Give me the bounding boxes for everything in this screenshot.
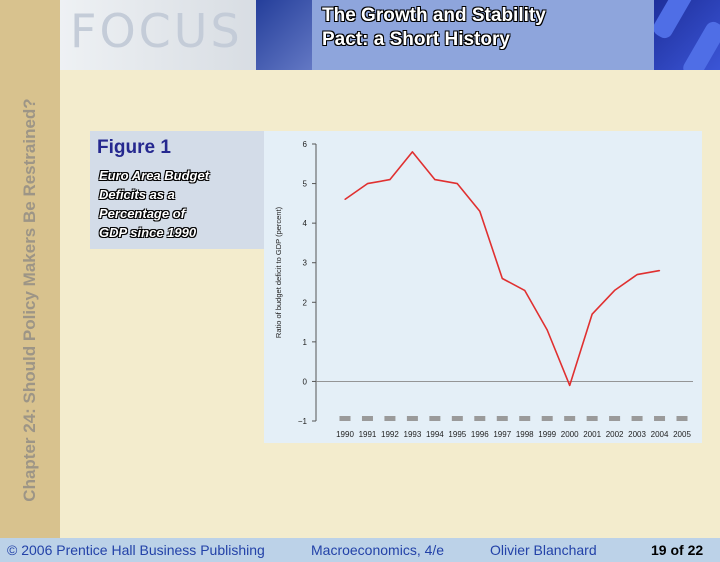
data-point (411, 151, 413, 153)
figure-caption-box (90, 131, 264, 249)
x-tick-label: 1994 (426, 430, 444, 439)
x-tick-label: 2000 (561, 430, 579, 439)
footer-copyright: © 2006 Prentice Hall Business Publishing (7, 542, 265, 558)
header-decoration-pattern (654, 0, 720, 70)
data-point (389, 179, 391, 181)
footer-bar: © 2006 Prentice Hall Business Publishing… (0, 538, 720, 562)
x-tick-marker (361, 416, 373, 421)
y-tick-label: 6 (303, 140, 308, 149)
decoration-shape (654, 0, 698, 41)
x-tick-marker (429, 416, 441, 421)
data-point (636, 273, 638, 276)
x-tick-label: 1999 (538, 430, 556, 439)
x-tick-label: 2003 (628, 430, 646, 439)
data-point (546, 329, 548, 331)
footer-book-title: Macroeconomics, 4/e (311, 542, 445, 558)
page-title-line-1: The Growth and Stability (322, 5, 546, 26)
deficit-series-line (344, 151, 660, 387)
focus-logo: FOCUS (70, 4, 243, 58)
x-tick-marker (541, 416, 553, 421)
caption-line: Deficits as a (99, 187, 175, 202)
chapter-sidebar: Chapter 24: Should Policy Makers Be Rest… (0, 0, 60, 540)
data-point (479, 210, 481, 212)
x-tick-label: 1991 (359, 430, 377, 439)
x-tick-marker (339, 416, 351, 421)
x-tick-marker (631, 416, 643, 421)
header-title-box (312, 0, 654, 70)
data-point (591, 313, 593, 315)
deficit-line-chart: 6 5 4 3 2 1 0 −1 Ratio of budget deficit to GDP … (274, 140, 693, 439)
data-point (658, 270, 661, 272)
y-tick-label: 4 (303, 219, 308, 228)
data-point (614, 289, 616, 292)
caption-line: Percentage of (99, 206, 185, 221)
data-point (501, 277, 503, 280)
figure-label: Figure 1 (97, 137, 171, 158)
figure-caption: Euro Area Budget Deficits as a Percentag… (99, 166, 264, 242)
chart-background (264, 131, 702, 443)
x-tick-label: 2005 (673, 430, 691, 439)
data-point (366, 182, 369, 185)
x-tick-label: 2004 (651, 430, 669, 439)
x-tick-label: 1990 (336, 430, 354, 439)
x-tick-label: 2002 (606, 430, 624, 439)
x-tick-label: 1997 (493, 430, 511, 439)
x-tick-marker (676, 416, 688, 421)
x-tick-marker (564, 416, 576, 421)
data-point (456, 182, 458, 185)
x-tick-marker (474, 416, 486, 421)
x-tick-label: 1992 (381, 430, 399, 439)
x-tick-marker (451, 416, 463, 421)
x-tick-marker (384, 416, 396, 421)
x-tick-label: 1995 (448, 430, 466, 439)
y-tick-label: 1 (303, 338, 308, 347)
footer-page-number: 19 of 22 (651, 542, 704, 558)
x-tick-label: 2001 (583, 430, 601, 439)
x-tick-label: 1993 (404, 430, 422, 439)
x-tick-marker (496, 416, 508, 421)
decoration-shape (680, 19, 720, 70)
y-tick-label: 2 (303, 298, 308, 307)
x-tick-marker (609, 416, 621, 421)
y-tick-label: 5 (303, 180, 308, 189)
caption-line: GDP since 1990 (99, 225, 197, 240)
x-tick-marker (406, 416, 418, 421)
y-tick-label: 3 (303, 259, 308, 268)
page-title: The Growth and Stability Pact: a Short H… (322, 4, 652, 52)
data-point (434, 179, 436, 181)
header-decoration-square (256, 0, 312, 70)
data-point (344, 198, 346, 200)
x-tick-marker (654, 416, 666, 421)
x-tick-marker (586, 416, 598, 421)
y-tick-label: 0 (303, 377, 308, 386)
x-tick-label: 1996 (471, 430, 489, 439)
chapter-title: Chapter 24: Should Policy Makers Be Rest… (20, 98, 39, 502)
x-tick-marker (519, 416, 531, 421)
focus-logo-box (60, 0, 256, 70)
y-axis-label: Ratio of budget deficit to GDP (percent) (274, 206, 283, 338)
page-title-line-2: Pact: a Short History (322, 29, 510, 50)
data-point (524, 289, 526, 292)
x-tick-label: 1998 (516, 430, 534, 439)
data-point (569, 384, 571, 386)
footer-author: Olivier Blanchard (490, 542, 597, 558)
caption-line: Euro Area Budget (99, 168, 210, 183)
y-tick-label: −1 (298, 417, 308, 426)
